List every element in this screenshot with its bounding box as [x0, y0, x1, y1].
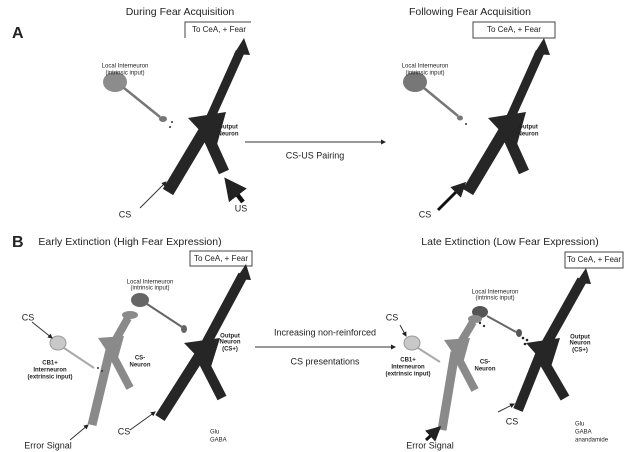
panel-letter: B	[12, 234, 24, 251]
post-acquisition-diagram: Following Fear Acquisition To CeA, + Fea…	[402, 6, 555, 220]
cs-minus-terminal	[122, 311, 138, 319]
neuron-label: Neuron	[570, 341, 591, 347]
interneuron-body	[131, 293, 149, 307]
target-label: To CeA, + Fear	[567, 255, 621, 264]
neuron-label: Neuron	[218, 132, 239, 138]
cs-minus-dendrite	[442, 352, 455, 430]
vesicle	[101, 370, 103, 372]
legend-label: anandamide	[575, 438, 609, 444]
vesicle	[171, 121, 173, 123]
cb1-label: Interneuron	[391, 365, 425, 371]
cs-label: CS	[506, 416, 519, 426]
neuron-label: CS-	[135, 356, 145, 362]
vesicle	[522, 337, 525, 340]
vesicle	[169, 126, 171, 128]
cb1-axon	[64, 348, 94, 368]
cs-input	[400, 325, 406, 336]
cb1-body	[50, 336, 66, 350]
vesicle	[483, 325, 485, 327]
error-input	[426, 428, 439, 440]
interneuron-axon	[124, 88, 160, 117]
acquisition-diagram: During Fear Acquisition To CeA, + Fear L…	[102, 6, 251, 220]
interneuron-axon	[147, 304, 182, 327]
us-input	[227, 181, 243, 202]
late-extinction-diagram: Late Extinction (Low Fear Expression) To…	[385, 236, 623, 451]
cb1-axon	[418, 348, 440, 362]
interneuron-label: (intrinsic input)	[130, 286, 169, 292]
cb1-label: (extrinsic input)	[385, 372, 430, 378]
legend-label: GABA	[575, 430, 592, 436]
early-extinction-diagram: Early Extinction (High Fear Expression) …	[22, 236, 252, 451]
error-label: Error Signal	[24, 440, 72, 450]
neuron-label: (CS+)	[222, 347, 238, 353]
neuron-label: Output	[218, 125, 238, 131]
dendrite	[518, 355, 540, 410]
cs-input	[438, 184, 464, 210]
vesicle	[97, 367, 99, 369]
terminal	[516, 329, 522, 337]
vesicle	[479, 322, 481, 324]
us-label: US	[235, 203, 248, 213]
legend-label: Glu	[575, 422, 584, 428]
neuron-label: Neuron	[518, 132, 539, 138]
legend-label: Glu	[210, 430, 219, 436]
target-label: To CeA, + Fear	[192, 25, 246, 34]
vesicle	[526, 339, 529, 342]
axon-arrow	[576, 268, 591, 284]
cb1-label: Interneuron	[33, 368, 67, 374]
terminal	[181, 325, 187, 333]
error-label: Error Signal	[406, 440, 454, 450]
terminal	[457, 116, 463, 121]
cs-label: CS	[419, 209, 432, 219]
diagram-title: During Fear Acquisition	[126, 6, 235, 18]
neuron-label: Neuron	[130, 363, 151, 369]
cb1-label: CB1+	[400, 358, 416, 364]
interneuron-label: (intrinsic input)	[405, 71, 444, 77]
cb1-label: CB1+	[42, 361, 58, 367]
neuron-label: (CS+)	[572, 348, 588, 354]
cs-label: CS	[118, 426, 131, 436]
panel-letter: A	[12, 25, 24, 42]
cs-label: CS	[22, 312, 35, 322]
interneuron-label: Local Interneuron	[102, 64, 149, 70]
diagram-title: Early Extinction (High Fear Expression)	[38, 236, 221, 248]
cs-input	[32, 322, 52, 338]
dendrite	[168, 130, 205, 192]
interneuron-label: (intrinsic input)	[475, 296, 514, 302]
diagram-title: Late Extinction (Low Fear Expression)	[421, 236, 598, 248]
interneuron-axon	[487, 316, 516, 332]
legend-label: GABA	[210, 438, 227, 444]
neuron-label: Neuron	[220, 340, 241, 346]
terminal	[159, 116, 167, 122]
transition-label: Increasing non-reinforced	[274, 327, 376, 337]
cb1-body	[404, 336, 420, 350]
interneuron-label: (intrinsic input)	[105, 71, 144, 77]
vesicle	[524, 343, 527, 346]
error-input	[70, 425, 88, 440]
cs-input	[498, 404, 514, 412]
axon-arrow	[234, 38, 250, 55]
cs-label: CS	[386, 312, 399, 322]
cs-minus-terminal	[468, 315, 482, 323]
neuron-label: CS-	[480, 360, 490, 366]
cs-input	[140, 182, 166, 208]
interneuron-label: Local Interneuron	[402, 64, 449, 70]
cs-minus-dendrite	[92, 350, 110, 425]
target-label: To CeA, + Fear	[487, 25, 541, 34]
figure: A B During Fear Acquisition To CeA, + Fe…	[0, 0, 629, 452]
target-label: To CeA, + Fear	[194, 254, 248, 263]
neuron-label: Output	[518, 125, 538, 131]
cs-label: CS	[119, 209, 132, 219]
axon-arrow	[534, 38, 550, 55]
diagram-title: Following Fear Acquisition	[409, 6, 531, 18]
transition-label: CS presentations	[290, 356, 360, 366]
dendrite	[160, 355, 200, 418]
neuron-label: Neuron	[475, 367, 496, 373]
transition-label: CS-US Pairing	[286, 150, 345, 160]
cs-input	[130, 412, 155, 430]
dendrite	[468, 130, 505, 192]
cb1-label: (extrinsic input)	[27, 375, 72, 381]
vesicle	[465, 123, 467, 125]
interneuron-axon	[424, 88, 458, 116]
